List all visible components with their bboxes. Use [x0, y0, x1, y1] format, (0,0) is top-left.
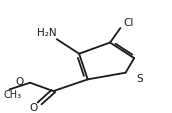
- Text: O: O: [29, 102, 38, 112]
- Text: H₂N: H₂N: [37, 28, 57, 38]
- Text: CH₃: CH₃: [3, 90, 22, 100]
- Text: Cl: Cl: [123, 18, 133, 28]
- Text: S: S: [136, 73, 143, 83]
- Text: O: O: [16, 76, 24, 86]
